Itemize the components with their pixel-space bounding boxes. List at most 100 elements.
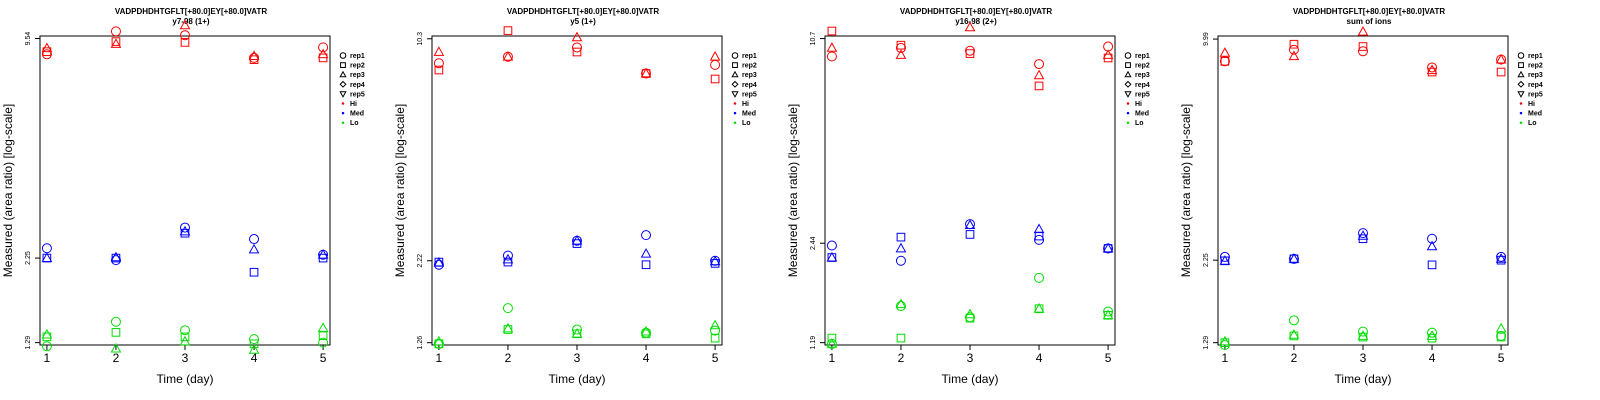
legend-marker <box>1517 91 1525 98</box>
legend-marker <box>341 102 345 105</box>
data-point <box>1288 329 1300 339</box>
data-point <box>110 38 122 48</box>
series-hi <box>433 26 721 84</box>
data-point <box>502 303 513 314</box>
y-tick-label: 9.54 <box>25 32 32 46</box>
data-point <box>111 328 121 337</box>
legend-marker <box>733 102 737 105</box>
legend-label: Med <box>742 111 756 118</box>
data-point <box>710 59 721 70</box>
data-point <box>433 256 445 267</box>
x-tick-label: 4 <box>643 351 650 365</box>
data-point <box>433 46 445 56</box>
data-point <box>964 21 976 32</box>
legend-marker <box>339 91 347 98</box>
data-point <box>502 253 514 264</box>
plot-frame <box>1217 35 1509 346</box>
data-point <box>1102 49 1114 59</box>
data-point <box>1219 335 1231 346</box>
legend-label: rep1 <box>350 53 365 60</box>
data-point <box>180 228 190 238</box>
legend-label: rep4 <box>742 82 757 89</box>
data-point <box>572 47 582 57</box>
series-med <box>826 219 1114 266</box>
data-point <box>640 325 652 336</box>
x-tick-label: 1 <box>829 351 836 365</box>
data-point <box>249 267 259 277</box>
legend-marker <box>1519 121 1523 124</box>
legend-marker <box>1517 80 1525 88</box>
data-point <box>318 42 329 53</box>
x-tick-label: 2 <box>505 351 512 365</box>
data-point <box>41 42 53 53</box>
data-point <box>965 230 975 239</box>
legend-marker <box>731 80 739 88</box>
data-point <box>110 316 121 327</box>
data-point <box>41 341 52 352</box>
legend-label: rep5 <box>742 91 757 98</box>
series-lo <box>41 316 329 354</box>
data-point <box>1358 332 1368 342</box>
data-point <box>433 335 445 346</box>
data-point <box>502 250 513 261</box>
x-tick-label: 4 <box>251 351 258 365</box>
x-tick-label: 1 <box>436 351 443 365</box>
chart-subtitle: y7-98 (1+) <box>172 17 209 26</box>
data-point <box>1288 253 1300 263</box>
data-point <box>433 58 444 69</box>
data-point <box>180 38 190 47</box>
series-med <box>1219 228 1507 270</box>
data-point <box>1288 50 1300 61</box>
x-tick-label: 4 <box>1036 351 1043 365</box>
legend-label: Lo <box>742 120 751 127</box>
data-point <box>1034 272 1045 283</box>
x-tick-label: 3 <box>182 351 189 365</box>
data-point <box>571 234 583 245</box>
x-tick-label: 2 <box>1291 351 1298 365</box>
data-point <box>1496 251 1507 262</box>
x-tick-label: 1 <box>44 351 51 365</box>
data-point <box>179 225 191 236</box>
data-point <box>1033 303 1045 313</box>
series-med <box>41 222 329 277</box>
data-point <box>249 234 260 245</box>
legend-marker <box>1125 62 1131 68</box>
data-point <box>110 255 121 266</box>
series-hi <box>826 21 1114 91</box>
data-point <box>1219 56 1230 67</box>
legend-marker <box>1124 70 1132 78</box>
data-point <box>434 65 444 75</box>
data-point <box>317 322 329 332</box>
data-point <box>827 333 837 343</box>
data-point <box>1358 42 1368 51</box>
data-point <box>895 42 906 53</box>
legend-marker <box>1126 111 1130 115</box>
chart-title: VADPDHDHTGFLT[+80.0]EY[+80.0]VATR <box>1293 7 1446 16</box>
data-point <box>249 334 260 345</box>
data-point <box>1102 242 1114 253</box>
data-point <box>709 319 721 330</box>
legend-marker <box>1124 80 1132 88</box>
x-axis-label: Time (day) <box>157 372 214 386</box>
legend-label: Lo <box>1135 120 1144 127</box>
legend-marker <box>1519 102 1523 105</box>
legend-label: rep2 <box>1528 63 1543 70</box>
data-point <box>41 49 52 60</box>
legend-marker <box>1124 91 1132 98</box>
data-point <box>433 259 444 270</box>
chart-title: VADPDHDHTGFLT[+80.0]EY[+80.0]VATR <box>507 7 660 16</box>
data-point <box>433 338 444 349</box>
y-tick-label: 10.3 <box>417 32 424 46</box>
legend-label: Hi <box>1528 101 1535 108</box>
legend-label: rep4 <box>1135 82 1150 89</box>
legend-label: Lo <box>1528 120 1537 127</box>
data-point <box>1496 332 1506 342</box>
series-hi <box>1219 25 1507 77</box>
x-axis-label: Time (day) <box>549 372 606 386</box>
data-point <box>896 333 906 343</box>
x-tick-label: 3 <box>967 351 974 365</box>
legend-marker <box>1518 62 1524 68</box>
data-point <box>503 325 513 334</box>
data-point <box>180 30 190 41</box>
data-point <box>1496 67 1506 77</box>
